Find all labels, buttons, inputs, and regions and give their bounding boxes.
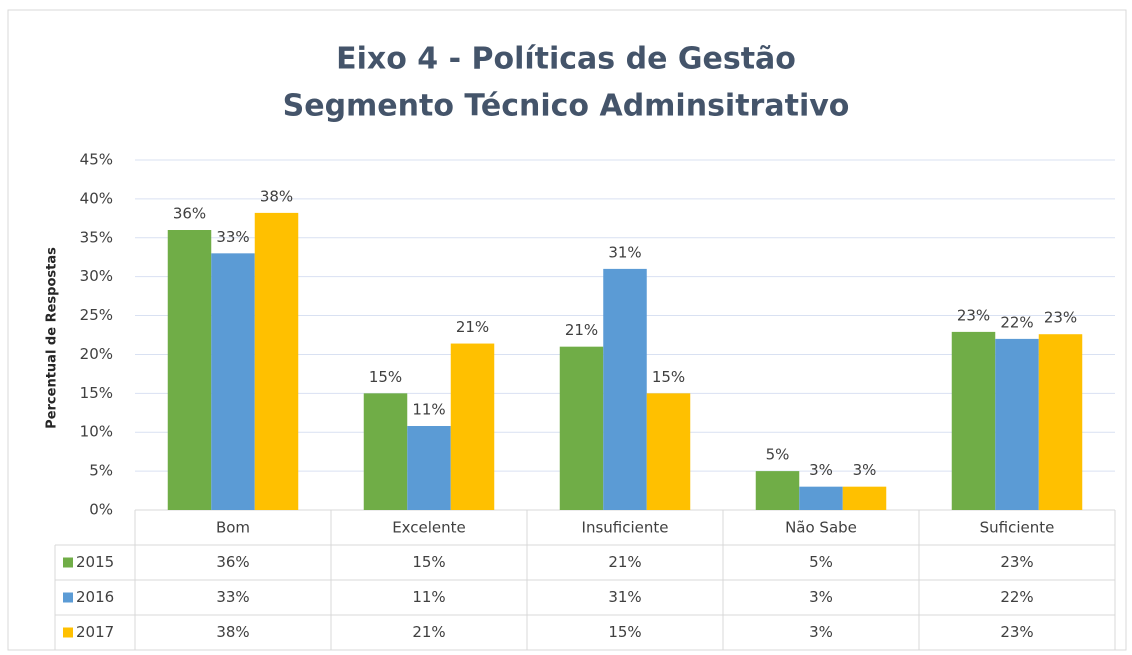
data-label: 21% [565, 321, 598, 339]
y-tick-label: 25% [80, 306, 113, 324]
x-tick-label: Não Sabe [785, 519, 857, 537]
table-cell: 22% [1000, 588, 1033, 606]
bar [995, 338, 1039, 510]
table-cell: 3% [809, 588, 833, 606]
y-tick-label: 20% [80, 345, 113, 363]
data-label: 3% [853, 461, 877, 479]
y-tick-label: 15% [80, 384, 113, 402]
data-label: 23% [957, 306, 990, 324]
data-label: 22% [1000, 313, 1033, 331]
data-label: 33% [216, 228, 249, 246]
bar [167, 230, 212, 510]
bar [603, 268, 647, 510]
table-cell: 36% [216, 553, 249, 571]
chart-subtitle: Segmento Técnico Adminsitrativo [283, 89, 850, 124]
data-label: 31% [608, 243, 641, 261]
y-tick-label: 5% [89, 462, 113, 480]
data-label: 3% [809, 461, 833, 479]
bar [559, 346, 604, 510]
bar [755, 471, 800, 510]
data-label: 11% [412, 401, 445, 419]
table-cell: 31% [608, 588, 641, 606]
bar [211, 253, 255, 511]
legend-label: 2017 [76, 623, 114, 641]
table-cell: 11% [412, 588, 445, 606]
y-tick-label: 10% [80, 423, 113, 441]
table-cell: 23% [1000, 623, 1033, 641]
bar [842, 486, 887, 510]
bar [1038, 334, 1083, 510]
data-label: 23% [1044, 309, 1077, 327]
data-label: 15% [369, 368, 402, 386]
y-tick-label: 30% [80, 267, 113, 285]
table-cell: 5% [809, 553, 833, 571]
x-tick-label: Bom [216, 519, 250, 537]
y-axis-label: Percentual de Respostas [45, 247, 60, 429]
table-cell: 21% [608, 553, 641, 571]
data-label: 36% [173, 205, 206, 223]
data-label: 15% [652, 368, 685, 386]
bar [407, 426, 451, 510]
legend-swatch [63, 592, 73, 603]
x-tick-label: Suficiente [980, 519, 1055, 537]
y-tick-label: 40% [80, 189, 113, 207]
table-cell: 15% [608, 623, 641, 641]
legend-label: 2016 [76, 588, 114, 606]
data-label: 21% [456, 318, 489, 336]
table-cell: 33% [216, 588, 249, 606]
table-cell: 3% [809, 623, 833, 641]
legend-label: 2015 [76, 553, 114, 571]
x-tick-label: Insuficiente [582, 519, 669, 537]
table-cell: 38% [216, 623, 249, 641]
x-tick-label: Excelente [392, 519, 466, 537]
y-tick-label: 0% [89, 501, 113, 519]
data-label: 38% [260, 187, 293, 205]
bar [646, 393, 691, 510]
legend-swatch [63, 557, 73, 568]
data-label: 5% [766, 446, 790, 464]
y-tick-label: 45% [80, 151, 113, 169]
chart-title: Eixo 4 - Políticas de Gestão [336, 42, 796, 77]
bar [363, 393, 408, 510]
bar [951, 331, 996, 510]
legend-swatch [63, 627, 73, 638]
table-cell: 23% [1000, 553, 1033, 571]
table-cell: 21% [412, 623, 445, 641]
bar [799, 486, 843, 510]
table-cell: 15% [412, 553, 445, 571]
y-tick-label: 35% [80, 228, 113, 246]
bar [450, 343, 495, 510]
bar [254, 212, 299, 510]
